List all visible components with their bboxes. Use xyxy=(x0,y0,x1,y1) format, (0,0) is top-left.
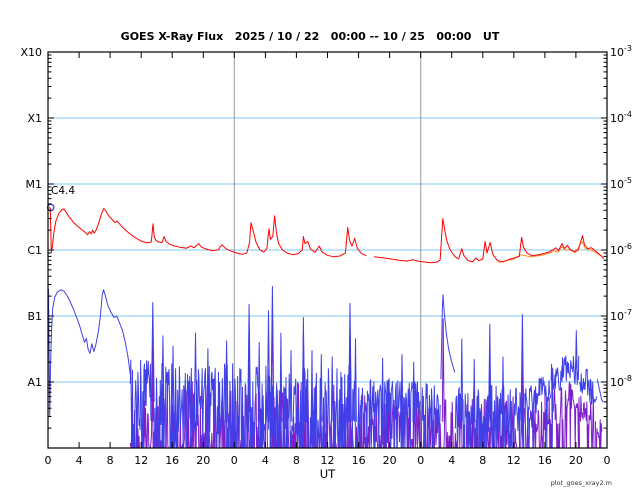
series-xray-short-wave-secondary-purple-part-0 xyxy=(129,378,235,448)
y-axis-label-left-M1: M1 xyxy=(26,178,43,191)
data-series-group xyxy=(48,207,605,448)
series-xray-short-wave-primary-blue-part-3 xyxy=(153,363,235,448)
series-xray-short-wave-primary-blue-part-20 xyxy=(348,302,352,422)
y-axis-label-right-1e-8: 10-8 xyxy=(610,374,632,389)
series-xray-short-wave-primary-blue-part-18 xyxy=(320,354,323,422)
series-xray-short-wave-secondary-purple-part-16 xyxy=(594,419,603,448)
y-axis-label-left-A1: A1 xyxy=(27,376,42,389)
series-xray-short-wave-primary-blue-part-41 xyxy=(596,379,604,403)
series-xray-long-wave-secondary-orange-part-0 xyxy=(498,240,602,264)
x-tick-label: 4 xyxy=(262,454,269,467)
x-tick-label: 20 xyxy=(569,454,583,467)
series-xray-short-wave-primary-blue-part-15 xyxy=(289,350,293,422)
series-xray-short-wave-primary-blue-part-39 xyxy=(578,368,589,396)
series-xray-short-wave-primary-blue-part-19 xyxy=(330,356,334,422)
y-axis-label-right-1e-4: 10-4 xyxy=(610,110,632,125)
script-watermark: plot_goes_xray2.m xyxy=(550,479,612,487)
series-xray-short-wave-secondary-purple-part-15 xyxy=(579,395,595,448)
x-tick-label: 12 xyxy=(321,454,335,467)
series-xray-short-wave-primary-blue-part-34 xyxy=(524,385,539,448)
series-xray-short-wave-primary-blue-part-7 xyxy=(206,348,210,422)
y-axis-label-left-B1: B1 xyxy=(27,310,42,323)
series-xray-short-wave-primary-blue-part-36 xyxy=(550,363,563,448)
x-tick-label: 0 xyxy=(45,454,52,467)
y-axis-label-right-1e-6: 10-6 xyxy=(610,242,632,257)
x-tick-label: 8 xyxy=(107,454,114,467)
series-xray-short-wave-secondary-purple-part-8 xyxy=(420,394,525,448)
y-axis-label-right-1e-5: 10-5 xyxy=(610,176,632,191)
series-xray-short-wave-primary-blue-part-1 xyxy=(129,359,152,448)
x-tick-label: 20 xyxy=(196,454,210,467)
x-tick-label: 12 xyxy=(134,454,148,467)
series-xray-short-wave-primary-blue-part-24 xyxy=(400,354,404,422)
x-tick-label: 16 xyxy=(165,454,179,467)
series-xray-short-wave-primary-blue-part-12 xyxy=(266,310,271,422)
series-xray-short-wave-primary-blue-part-9 xyxy=(233,365,361,448)
y-axis-label-right-1e-7: 10-7 xyxy=(610,308,632,323)
x-tick-label: 16 xyxy=(538,454,552,467)
y-axis-label-left-C1: C1 xyxy=(27,244,42,257)
series-xray-short-wave-primary-blue-part-0 xyxy=(48,288,131,417)
series-xray-short-wave-primary-blue-part-31 xyxy=(488,323,492,422)
series-xray-short-wave-primary-blue-part-17 xyxy=(310,350,314,422)
x-tick-label: 12 xyxy=(507,454,521,467)
x-tick-label: 8 xyxy=(479,454,486,467)
x-tick-label: 0 xyxy=(604,454,611,467)
series-xray-short-wave-primary-blue-part-13 xyxy=(270,286,275,422)
series-xray-short-wave-primary-blue-part-8 xyxy=(224,340,229,422)
chart-title: GOES X-Ray Flux 2025 / 10 / 22 00:00 -- … xyxy=(120,30,500,43)
x-tick-label: 8 xyxy=(293,454,300,467)
series-xray-short-wave-primary-blue-part-29 xyxy=(460,338,464,422)
series-xray-short-wave-primary-blue-part-11 xyxy=(257,341,261,422)
x-tick-label: 0 xyxy=(417,454,424,467)
y-axis-label-left-X10: X10 xyxy=(20,46,42,59)
series-xray-short-wave-primary-blue-part-32 xyxy=(501,356,505,422)
series-xray-short-wave-primary-blue-part-21 xyxy=(354,338,357,422)
series-xray-short-wave-primary-blue-part-40 xyxy=(587,378,597,405)
axis-ticks xyxy=(47,52,608,448)
series-xray-short-wave-primary-blue-part-6 xyxy=(193,332,198,422)
x-tick-label: 16 xyxy=(352,454,366,467)
series-xray-short-wave-primary-blue-part-2 xyxy=(150,302,155,402)
series-xray-short-wave-primary-blue-part-25 xyxy=(412,361,415,422)
series-xray-short-wave-secondary-purple-part-13 xyxy=(544,387,564,448)
series-xray-short-wave-primary-blue-part-10 xyxy=(247,303,251,422)
x-axis-title: UT xyxy=(319,467,336,481)
series-xray-short-wave-primary-blue-part-22 xyxy=(360,378,421,448)
series-xray-short-wave-secondary-purple-part-9 xyxy=(441,318,445,422)
series-xray-short-wave-primary-blue-part-35 xyxy=(538,376,552,448)
x-tick-label: 4 xyxy=(76,454,83,467)
series-xray-short-wave-primary-blue-part-28 xyxy=(454,384,525,448)
series-xray-short-wave-primary-blue-part-33 xyxy=(520,314,524,409)
x-tick-label: 4 xyxy=(448,454,455,467)
x-tick-label: 0 xyxy=(231,454,238,467)
series-xray-short-wave-secondary-purple-part-14 xyxy=(564,381,580,448)
flux-peak-annotation: C4.4 xyxy=(51,185,76,197)
y-axis-label-right-1e-3: 10-3 xyxy=(610,44,632,59)
series-xray-short-wave-primary-blue-part-30 xyxy=(473,358,476,422)
series-xray-long-wave-primary-red-part-0 xyxy=(48,207,367,258)
y-axis-label-left-X1: X1 xyxy=(27,112,42,125)
series-xray-short-wave-primary-blue-part-14 xyxy=(279,332,283,422)
series-xray-short-wave-primary-blue-part-23 xyxy=(381,357,384,422)
series-xray-long-wave-primary-red-part-1 xyxy=(374,218,605,264)
series-xray-short-wave-primary-blue-part-37 xyxy=(561,355,580,386)
series-xray-short-wave-primary-blue-part-5 xyxy=(171,345,175,422)
series-xray-short-wave-primary-blue-part-27 xyxy=(440,294,456,380)
series-xray-short-wave-primary-blue-part-16 xyxy=(301,317,306,422)
series-xray-short-wave-primary-blue-part-26 xyxy=(420,383,441,448)
series-xray-short-wave-primary-blue-part-38 xyxy=(574,330,578,376)
series-xray-short-wave-primary-blue-part-4 xyxy=(161,335,165,422)
x-tick-label: 20 xyxy=(383,454,397,467)
